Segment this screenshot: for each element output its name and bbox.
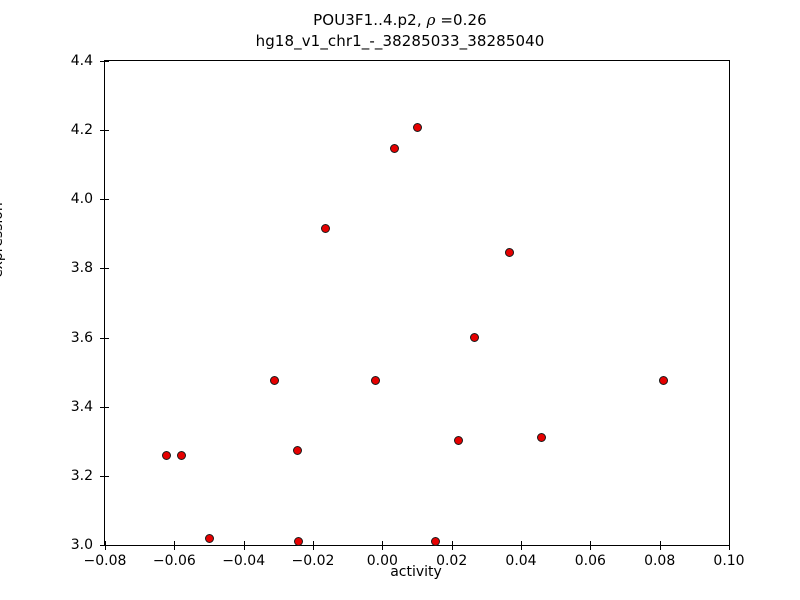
data-point [505,248,515,258]
x-axis-tick-label: 0.10 [713,553,745,569]
y-axis-tick-inner [105,545,109,546]
x-axis-tick [590,546,592,550]
rho-symbol: ρ [426,11,436,29]
x-axis-label: activity [390,564,442,580]
x-axis-tick-inner [243,541,245,545]
x-axis-tick-label: −0.02 [291,553,335,569]
x-axis-tick-inner [590,541,592,545]
y-axis-tick [100,130,104,132]
y-axis-tick [100,406,104,408]
y-axis-tick [100,268,104,270]
y-axis-tick-inner [105,406,109,408]
data-point [536,433,546,443]
data-point [370,376,380,386]
x-axis-tick-inner [105,541,106,545]
plot-axes: −0.08 −0.06 −0.04 −0.02 0.00 0.02 0.04 0.06 0.08… [71,53,745,569]
x-axis-tick-label: 0.04 [505,553,537,569]
y-axis-tick-inner [105,268,109,270]
chart-title-rho-value: =0.26 [435,11,487,29]
y-axis-tick-inner [105,337,109,339]
x-axis-tick-label: 0.00 [366,553,398,569]
y-axis-tick-label: 3.0 [70,537,93,553]
x-axis-tick-inner [174,541,176,545]
data-point [431,537,441,547]
data-point [321,224,331,234]
y-axis-tick-inner [105,130,109,132]
x-axis-tick [521,546,522,550]
x-axis-tick [382,546,384,550]
y-axis-tick-label: 3.8 [70,260,93,277]
y-axis-tick-inner [105,61,109,62]
data-point [294,537,304,547]
y-axis-tick-label: 4.2 [70,122,93,139]
y-axis-tick-inner [105,475,109,477]
y-axis-tick-label: 3.4 [70,398,93,415]
chart-title-line-2: hg18_v1_chr1_-_38285033_38285040 [255,32,545,50]
x-axis-tick-inner [313,541,314,545]
x-axis-tick [105,546,106,550]
x-axis-tick-label: 0.06 [574,553,606,569]
x-axis-tick-inner [659,541,661,545]
x-axis-tick-label: −0.06 [152,553,196,569]
data-point [269,376,279,386]
chart-title-line-1: POU3F1..4.p2, ρ =0.26 [0,10,800,31]
data-point [469,333,479,343]
x-axis-tick-inner [729,541,730,545]
data-point [161,451,171,461]
plot-data-area [105,61,729,547]
chart-title: POU3F1..4.p2, ρ =0.26 hg18_v1_chr1_-_382… [0,10,800,52]
y-axis-tick [100,475,104,477]
x-axis-tick [313,546,314,550]
y-axis-tick [100,337,104,339]
x-axis-tick [659,546,661,550]
y-axis-tick-label: 3.2 [70,467,93,484]
x-axis-tick [174,546,176,550]
chart-title-prefix: POU3F1..4.p2, [313,11,427,29]
x-axis-tick [243,546,245,550]
data-point [176,451,186,461]
x-axis-tick-label: 0.02 [436,553,468,569]
y-axis-tick-label: 4.4 [70,53,93,69]
y-axis-label: expression [0,202,6,278]
x-axis-tick [451,546,453,550]
x-axis-tick-label: −0.04 [222,553,266,569]
data-point [204,533,214,543]
x-axis-tick-inner [521,541,522,545]
x-axis-tick-inner [451,541,453,545]
y-axis-tick-inner [105,199,109,201]
data-point [658,376,668,386]
data-point [453,436,463,446]
data-point [412,122,422,132]
x-axis-tick-label: −0.08 [83,553,127,569]
x-axis-tick-inner [382,541,384,545]
x-axis-tick [729,546,730,550]
x-axis-tick-label: 0.08 [644,553,676,569]
y-axis-tick [100,199,104,201]
y-axis-tick [100,545,104,546]
data-point [292,446,302,456]
y-axis-tick [100,61,104,62]
y-axis-tick-label: 4.0 [70,191,93,208]
y-axis-tick-label: 3.6 [70,329,93,346]
data-point [389,143,399,153]
